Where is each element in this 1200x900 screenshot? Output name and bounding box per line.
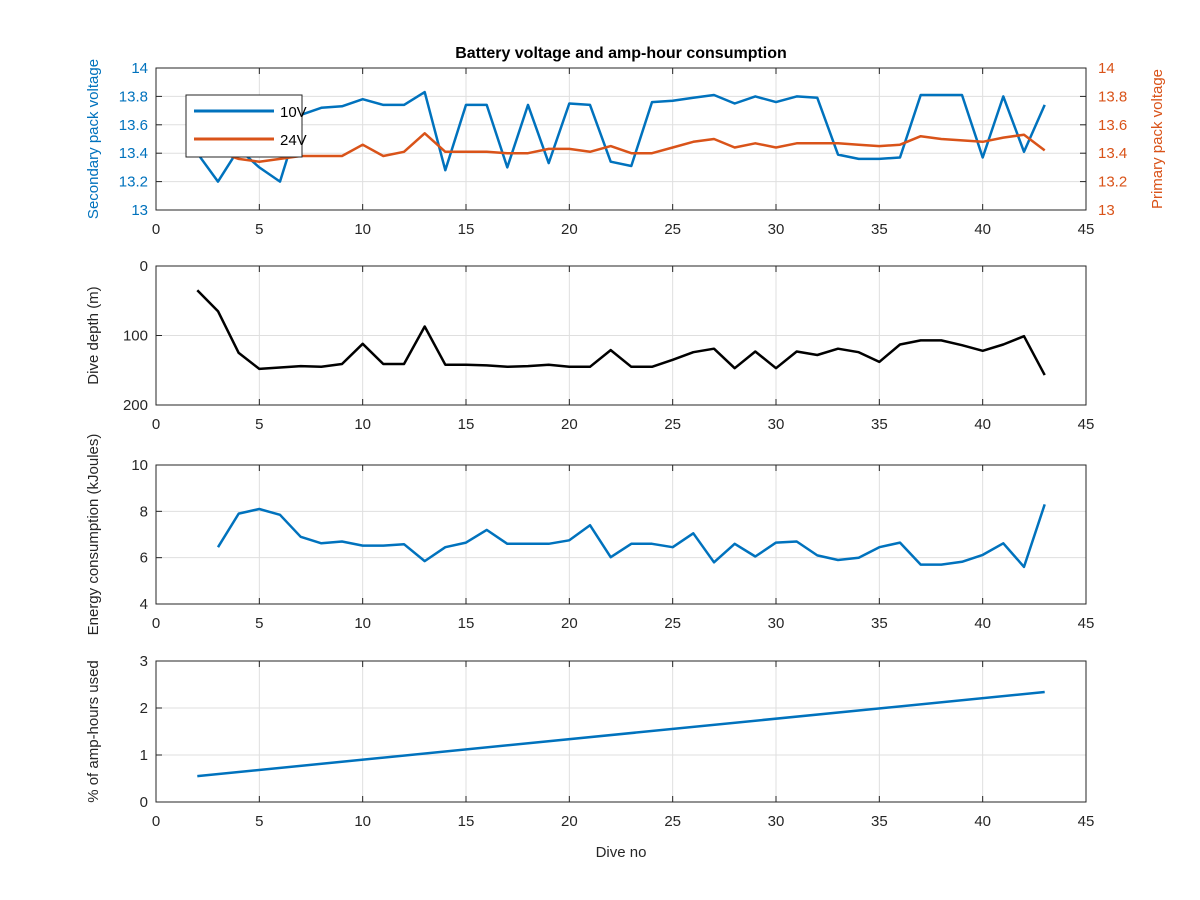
x-tick-label: 35 bbox=[871, 416, 888, 433]
x-tick-label: 25 bbox=[664, 221, 681, 238]
x-tick-label: 20 bbox=[561, 221, 578, 238]
x-tick-label: 45 bbox=[1078, 813, 1095, 830]
series-line-24v bbox=[197, 132, 1046, 163]
y-tick-label: 8 bbox=[140, 503, 148, 520]
x-tick-label: 15 bbox=[458, 416, 475, 433]
x-tick-label: 20 bbox=[561, 615, 578, 632]
x-tick-label: 25 bbox=[664, 813, 681, 830]
x-tick-label: 0 bbox=[152, 615, 160, 632]
x-tick-label: 10 bbox=[354, 615, 371, 632]
y-tick-label: 1 bbox=[140, 747, 148, 764]
x-tick-label: 40 bbox=[974, 813, 991, 830]
y-axis-label: % of amp-hours used bbox=[85, 660, 102, 803]
x-tick-label: 0 bbox=[152, 416, 160, 433]
x-tick-label: 45 bbox=[1078, 221, 1095, 238]
x-tick-label: 40 bbox=[974, 416, 991, 433]
legend-label-24v: 24V bbox=[280, 132, 307, 149]
y-tick-label: 14 bbox=[131, 60, 148, 77]
y-axis-label: Energy consumption (kJoules) bbox=[85, 434, 102, 636]
x-tick-label: 0 bbox=[152, 813, 160, 830]
right-y-tick-label: 13.2 bbox=[1098, 174, 1127, 191]
y-tick-label: 13.8 bbox=[119, 88, 148, 105]
y-tick-label: 10 bbox=[131, 457, 148, 474]
right-y-tick-label: 13 bbox=[1098, 202, 1115, 219]
x-tick-label: 5 bbox=[255, 615, 263, 632]
y-tick-label: 13.6 bbox=[119, 117, 148, 134]
panel-2: 0 5 10 15 20 25 30 35 40 45 0 100 200 Dive depth (m) bbox=[85, 258, 1094, 433]
y-tick-label: 0 bbox=[140, 258, 148, 275]
plot-area bbox=[156, 68, 1086, 210]
x-tick-label: 25 bbox=[664, 416, 681, 433]
y-tick-label: 6 bbox=[140, 550, 148, 567]
y-tick-label: 200 bbox=[123, 397, 148, 414]
axes-frame bbox=[155, 464, 1087, 605]
x-tick-label: 20 bbox=[561, 813, 578, 830]
right-y-tick-label: 14 bbox=[1098, 60, 1115, 77]
x-axis-label: Dive no bbox=[596, 844, 647, 861]
right-y-tick-label: 13.6 bbox=[1098, 117, 1127, 134]
x-tick-label: 30 bbox=[768, 615, 785, 632]
y-axis-label: Dive depth (m) bbox=[85, 286, 102, 384]
x-tick-label: 40 bbox=[974, 221, 991, 238]
y-axis-label: Secondary pack voltage bbox=[85, 59, 102, 219]
x-tick-label: 10 bbox=[354, 813, 371, 830]
x-tick-label: 10 bbox=[354, 416, 371, 433]
y-tick-label: 13.4 bbox=[119, 145, 148, 162]
y-tick-label: 13.2 bbox=[119, 174, 148, 191]
x-tick-label: 30 bbox=[768, 416, 785, 433]
y-tick-label: 3 bbox=[140, 653, 148, 670]
axes-frame bbox=[155, 660, 1087, 803]
y-tick-label: 13 bbox=[131, 202, 148, 219]
x-tick-label: 0 bbox=[152, 221, 160, 238]
x-tick-label: 35 bbox=[871, 813, 888, 830]
legend-label-10v: 10V bbox=[280, 104, 307, 121]
x-tick-label: 15 bbox=[458, 221, 475, 238]
y-tick-label: 4 bbox=[140, 596, 148, 613]
chart-title: Battery voltage and amp-hour consumption bbox=[455, 45, 787, 62]
x-tick-label: 45 bbox=[1078, 615, 1095, 632]
x-tick-label: 30 bbox=[768, 221, 785, 238]
panel-4: 0 5 10 15 20 25 30 35 40 45 0 1 2 3 % of amp-hours use… bbox=[85, 653, 1094, 861]
right-y-tick-label: 13.4 bbox=[1098, 145, 1127, 162]
series-line bbox=[196, 289, 1046, 376]
plot-area bbox=[156, 465, 1086, 604]
x-tick-label: 25 bbox=[664, 615, 681, 632]
x-tick-label: 5 bbox=[255, 416, 263, 433]
series-line bbox=[216, 504, 1046, 569]
legend-box bbox=[185, 94, 303, 158]
plot-area bbox=[156, 661, 1086, 802]
x-tick-label: 10 bbox=[354, 221, 371, 238]
series-line-10v bbox=[196, 90, 1046, 183]
legend: 10V 24V bbox=[185, 94, 307, 158]
x-tick-label: 30 bbox=[768, 813, 785, 830]
panel-1: 0 5 10 15 20 25 30 35 40 451313.213.413.613.814Se… bbox=[85, 45, 1166, 238]
y-tick-label: 2 bbox=[140, 700, 148, 717]
y-tick-label: 0 bbox=[140, 794, 148, 811]
x-tick-label: 15 bbox=[458, 813, 475, 830]
x-tick-label: 5 bbox=[255, 221, 263, 238]
axes-frame bbox=[155, 67, 1087, 211]
x-tick-label: 20 bbox=[561, 416, 578, 433]
y-tick-label: 100 bbox=[123, 328, 148, 345]
x-tick-label: 35 bbox=[871, 615, 888, 632]
x-tick-label: 40 bbox=[974, 615, 991, 632]
right-y-axis-label: Primary pack voltage bbox=[1149, 69, 1166, 209]
right-y-tick-label: 13.8 bbox=[1098, 88, 1127, 105]
x-tick-label: 45 bbox=[1078, 416, 1095, 433]
panel-3: 0 5 10 15 20 25 30 35 40 45 4 6 8 10 Energy consumptio… bbox=[85, 434, 1094, 636]
x-tick-label: 35 bbox=[871, 221, 888, 238]
x-tick-label: 15 bbox=[458, 615, 475, 632]
series-line bbox=[197, 690, 1045, 778]
x-tick-label: 5 bbox=[255, 813, 263, 830]
